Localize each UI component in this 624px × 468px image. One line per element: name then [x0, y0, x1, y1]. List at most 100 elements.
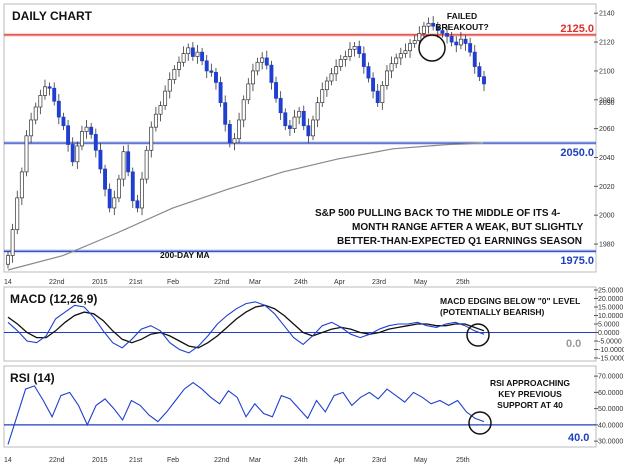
candle-body	[389, 63, 394, 72]
candle-body	[417, 33, 422, 41]
rsi-x-axis-label: 22nd	[49, 457, 65, 464]
rsi-x-axis-label: 23rd	[372, 457, 386, 464]
candle-body	[223, 102, 228, 125]
candle-body	[320, 89, 325, 104]
candle-body	[107, 188, 112, 209]
macd-y-tick-label: -5.0000	[598, 339, 622, 346]
macd-zero-label: 0.0	[566, 338, 581, 350]
candle-body	[200, 51, 205, 62]
candle-body	[311, 119, 315, 137]
candle-body	[366, 66, 371, 79]
candle-body	[10, 229, 15, 256]
candle-body	[274, 82, 278, 99]
candle-body	[144, 149, 149, 180]
failed-breakout-circle	[418, 34, 446, 62]
annotation-sp500-line-1: S&P 500 PULLING BACK TO THE MIDDLE OF IT…	[315, 208, 560, 219]
candle-body	[163, 90, 168, 106]
candle-body	[103, 168, 107, 190]
candle-body	[458, 38, 463, 46]
candle-body	[394, 57, 399, 65]
macd-highlight-circle	[466, 323, 490, 347]
candle-body	[79, 131, 84, 147]
candle-body	[361, 53, 366, 67]
candle-body	[385, 70, 389, 86]
rsi-x-axis-label: 22nd	[214, 457, 230, 464]
x-axis-label: 21st	[129, 279, 142, 286]
candle-body	[15, 197, 20, 230]
candle-body	[375, 90, 380, 104]
rsi-x-axis-labels: 14 22nd 2015 21st Feb 22nd Mar 24th Apr 23rd May 25…	[4, 457, 470, 464]
candle-body	[149, 126, 154, 151]
candle-body	[33, 106, 38, 121]
candle-body	[421, 25, 426, 34]
annotation-failed-line-2: BREAKOUT?	[435, 22, 488, 32]
price-levels: 2125.0 2050.0 1975.0	[4, 23, 596, 267]
candle-body	[338, 59, 343, 67]
macd-y-tick-label: -10.0000	[598, 347, 624, 354]
candle-body	[227, 123, 232, 144]
level-label: 2125.0	[560, 23, 594, 35]
candle-body	[246, 83, 251, 101]
candle-body	[412, 40, 417, 44]
rsi-y-tick-label: 60.0000	[598, 390, 623, 397]
candle-body	[47, 86, 52, 89]
rsi-x-axis-label: 25th	[456, 457, 470, 464]
candle-body	[232, 138, 237, 144]
candle-body	[348, 48, 352, 57]
candle-body	[204, 60, 209, 72]
x-axis-label: 2015	[92, 279, 108, 286]
candle-body	[264, 57, 269, 66]
macd-y-tick-label: -15.0000	[598, 356, 624, 363]
candle-body	[237, 119, 242, 140]
rsi-x-axis-label: 21st	[129, 457, 142, 464]
candle-body	[195, 51, 200, 57]
rsi-y-tick-label: 30.0000	[598, 439, 623, 446]
candle-body	[250, 70, 255, 85]
candle-body	[445, 33, 449, 37]
candle-body	[315, 102, 320, 121]
level-label: 1975.0	[560, 255, 594, 267]
candle-body	[449, 35, 454, 43]
x-axis-label: 24th	[294, 279, 308, 286]
candle-body	[255, 61, 260, 72]
candle-body	[463, 38, 468, 44]
candle-body	[98, 149, 103, 170]
candle-body	[440, 30, 445, 34]
annotation-rsi-line-1: RSI APPROACHING	[490, 378, 570, 388]
candle-body	[70, 144, 75, 163]
price-panel-frame	[3, 3, 597, 273]
price-y-tick-label: 2060	[599, 126, 615, 133]
candle-body	[116, 178, 121, 199]
price-y-axis: 1980 2000 2020 2040 2060 2080 2100 2120 2140	[594, 11, 615, 249]
x-axis-label: 25th	[456, 279, 470, 286]
x-axis-label: Feb	[167, 279, 179, 286]
macd-y-tick-label: 15.0000	[598, 305, 623, 312]
candle-body	[403, 50, 408, 54]
rsi-panel: RSI (14) 70.0000 60.0000 50.0000 40.0000 30.…	[4, 371, 623, 464]
x-axis-label: 22nd	[214, 279, 230, 286]
candle-body	[324, 80, 329, 91]
macd-y-tick-label: 10.0000	[598, 313, 623, 320]
annotation-sp500-line-2: MONTH RANGE AFTER A WEAK, BUT SLIGHTLY	[352, 222, 584, 233]
annotation-macd-line-2: (POTENTIALLY BEARISH)	[440, 307, 545, 317]
candle-body	[190, 47, 195, 57]
annotation-sp500-line-3: BETTER-THAN-EXPECTED Q1 EARNINGS SEASON	[337, 236, 582, 247]
annotation-rsi-line-3: SUPPORT AT 40	[497, 400, 563, 410]
price-candles	[6, 16, 486, 269]
candle-body	[334, 66, 339, 75]
price-y-tick-label: 2120	[599, 40, 615, 47]
candle-body	[126, 151, 131, 173]
candle-body	[121, 151, 126, 180]
candle-body	[371, 77, 376, 92]
candle-body	[6, 255, 10, 265]
candle-body	[93, 134, 98, 151]
x-axis-label: 23rd	[372, 279, 386, 286]
candle-body	[454, 41, 459, 46]
price-y-tick-label: 2140	[599, 11, 615, 18]
candle-body	[130, 171, 135, 202]
x-axis-label: May	[414, 279, 428, 286]
candle-body	[75, 145, 80, 163]
candle-body	[287, 125, 292, 129]
x-axis-labels: 14 22nd 2015 21st Feb 22nd Mar 24th Apr 23rd May 25…	[4, 279, 470, 286]
